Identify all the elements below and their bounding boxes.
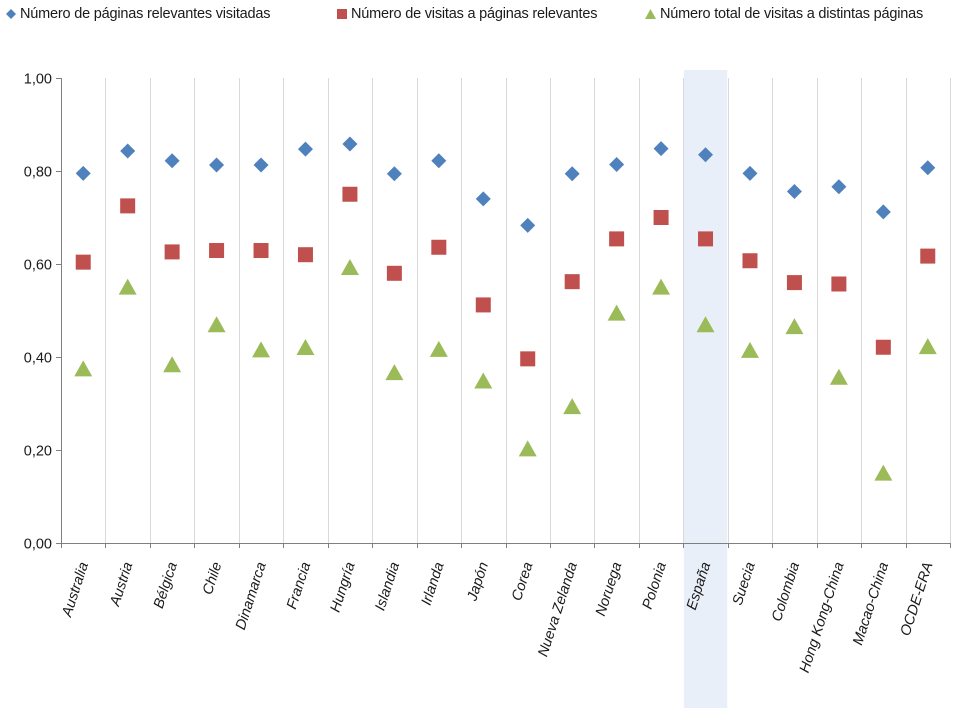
data-point-diamond xyxy=(653,141,669,157)
y-tick-label: 0,00 xyxy=(24,537,52,553)
data-point-square xyxy=(564,274,580,290)
data-point-square xyxy=(475,297,491,313)
legend-label: Número de visitas a páginas relevantes xyxy=(351,6,598,22)
data-point-diamond xyxy=(564,166,580,182)
x-tick-label: OCDE-ERA xyxy=(898,560,937,638)
legend-item-series-2: Número de visitas a páginas relevantes xyxy=(337,6,597,22)
x-tick-label: Bélgica xyxy=(151,560,181,610)
x-tick-label: Francia xyxy=(284,560,314,611)
data-point-diamond xyxy=(164,153,180,169)
data-point-square xyxy=(831,276,847,292)
data-point-diamond xyxy=(431,153,447,169)
data-point-triangle xyxy=(474,372,493,389)
data-point-triangle xyxy=(385,364,404,381)
x-tick-label: Hong Kong-China xyxy=(797,560,848,675)
data-point-triangle xyxy=(207,316,226,333)
x-tick-label: Polonia xyxy=(640,560,670,611)
x-tick-label: Hungría xyxy=(328,560,359,614)
legend-item-series-3: Número total de visitas a distintas pági… xyxy=(645,6,923,22)
data-point-square xyxy=(209,243,225,259)
diamond-icon xyxy=(6,9,16,19)
data-point-triangle xyxy=(163,356,182,373)
y-tick-label: 0,20 xyxy=(24,444,52,460)
data-point-square xyxy=(120,198,136,214)
data-point-square xyxy=(297,247,313,263)
data-point-diamond xyxy=(786,183,802,199)
y-tick-label: 0,60 xyxy=(24,258,52,274)
data-point-square xyxy=(786,275,802,291)
x-tick-label: Irlanda xyxy=(419,560,448,607)
data-point-triangle xyxy=(429,340,448,357)
data-point-diamond xyxy=(297,141,313,157)
data-point-diamond xyxy=(253,157,269,173)
data-point-triangle xyxy=(563,398,582,415)
data-point-square xyxy=(698,231,714,247)
data-point-triangle xyxy=(607,304,626,321)
data-point-diamond xyxy=(920,160,936,176)
data-point-diamond xyxy=(520,217,536,233)
triangle-icon xyxy=(645,9,656,19)
data-point-square xyxy=(253,243,269,259)
data-point-diamond xyxy=(742,165,758,181)
x-tick-label: Macao-China xyxy=(850,560,892,647)
data-point-square xyxy=(431,239,447,255)
data-point-diamond xyxy=(698,147,714,163)
data-point-triangle xyxy=(252,341,271,358)
data-point-square xyxy=(386,265,402,281)
x-tick-label: Japón xyxy=(464,560,492,603)
legend: Número de páginas relevantes visitadas N… xyxy=(0,6,962,28)
data-point-triangle xyxy=(296,339,315,356)
x-tick-label: Suecia xyxy=(730,560,759,607)
data-point-square xyxy=(342,186,358,202)
x-tick-label: Austria xyxy=(107,560,136,609)
highlight-band xyxy=(683,70,728,708)
y-tick-label: 0,80 xyxy=(24,165,52,181)
data-point-square xyxy=(75,254,91,270)
data-point-diamond xyxy=(75,165,91,181)
data-point-diamond xyxy=(120,143,136,159)
data-point-diamond xyxy=(875,204,891,220)
x-tick-label: Colombia xyxy=(769,560,803,623)
data-point-diamond xyxy=(609,156,625,172)
x-tick-label: Dinamarca xyxy=(233,560,270,632)
data-point-diamond xyxy=(342,136,358,152)
data-point-triangle xyxy=(652,278,671,295)
data-point-square xyxy=(920,248,936,264)
x-tick-label: Noruega xyxy=(593,560,625,618)
data-point-square xyxy=(609,231,625,247)
legend-label: Número de páginas relevantes visitadas xyxy=(20,6,271,22)
data-point-square xyxy=(875,339,891,355)
data-point-diamond xyxy=(209,157,225,173)
data-point-triangle xyxy=(785,318,804,335)
data-point-diamond xyxy=(475,191,491,207)
data-point-square xyxy=(520,351,536,367)
y-tick-label: 0,40 xyxy=(24,351,52,367)
data-point-diamond xyxy=(386,166,402,182)
legend-item-series-1: Número de páginas relevantes visitadas xyxy=(6,6,271,22)
data-point-triangle xyxy=(340,259,359,276)
data-point-triangle xyxy=(740,341,759,358)
data-point-triangle xyxy=(118,278,137,295)
data-point-triangle xyxy=(74,360,93,377)
y-tick-label: 1,00 xyxy=(24,72,52,88)
legend-label: Número total de visitas a distintas pági… xyxy=(660,6,924,22)
data-point-square xyxy=(653,210,669,225)
data-point-square xyxy=(164,244,180,260)
data-point-triangle xyxy=(874,464,893,481)
data-point-triangle xyxy=(829,368,848,385)
data-point-triangle xyxy=(918,338,937,355)
x-tick-label: Nueva Zelanda xyxy=(535,560,581,658)
data-point-diamond xyxy=(831,179,847,195)
x-tick-label: Chile xyxy=(200,560,225,596)
x-tick-label: Australia xyxy=(59,560,92,620)
data-point-triangle xyxy=(518,440,537,457)
data-point-triangle xyxy=(696,316,715,333)
data-point-square xyxy=(742,253,758,269)
x-tick-label: Corea xyxy=(509,560,536,603)
square-icon xyxy=(337,9,347,19)
x-tick-label: Islandia xyxy=(373,560,404,612)
